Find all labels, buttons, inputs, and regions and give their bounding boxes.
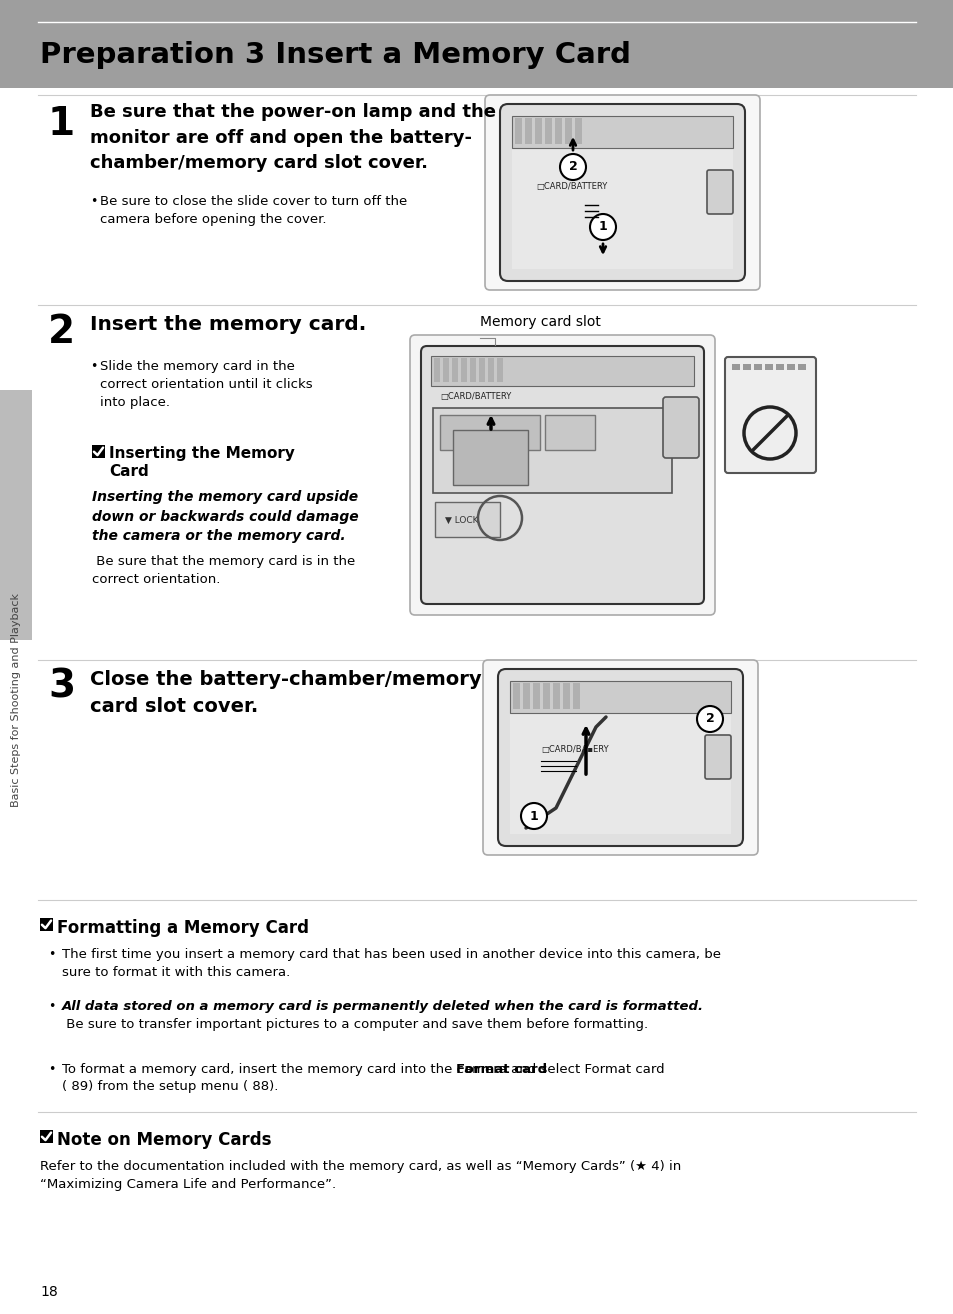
Bar: [460, 357, 467, 382]
Bar: [40, 918, 53, 932]
Bar: [555, 118, 561, 145]
Bar: [797, 364, 805, 371]
Bar: [535, 118, 541, 145]
Text: Format card: Format card: [456, 1063, 546, 1076]
FancyBboxPatch shape: [410, 335, 714, 615]
Text: 1: 1: [598, 221, 607, 234]
FancyBboxPatch shape: [662, 397, 699, 459]
Text: Note on Memory Cards: Note on Memory Cards: [57, 1131, 272, 1148]
Bar: [731, 364, 740, 371]
Bar: [91, 445, 105, 459]
Bar: [439, 415, 539, 449]
Text: Memory card slot: Memory card slot: [479, 315, 600, 328]
Bar: [435, 502, 499, 537]
FancyBboxPatch shape: [704, 735, 730, 779]
Text: •: •: [48, 947, 55, 961]
Bar: [533, 683, 539, 710]
FancyBboxPatch shape: [420, 346, 703, 604]
Bar: [510, 714, 730, 834]
Text: Basic Steps for Shooting and Playback: Basic Steps for Shooting and Playback: [11, 593, 21, 807]
Text: 2: 2: [568, 160, 577, 173]
FancyBboxPatch shape: [497, 669, 742, 846]
FancyBboxPatch shape: [706, 170, 732, 214]
Text: ( 89) from the setup menu ( 88).: ( 89) from the setup menu ( 88).: [62, 1080, 278, 1093]
Text: To format a memory card, insert the memory card into the camera and select Forma: To format a memory card, insert the memo…: [62, 1063, 664, 1076]
Bar: [553, 683, 559, 710]
Bar: [512, 148, 732, 269]
Text: The first time you insert a memory card that has been used in another device int: The first time you insert a memory card …: [62, 947, 720, 979]
Bar: [524, 118, 532, 145]
Bar: [497, 357, 502, 382]
Text: Inserting the Memory: Inserting the Memory: [109, 445, 294, 461]
Text: 2: 2: [48, 313, 75, 351]
Text: Refer to the documentation included with the memory card, as well as “Memory Car: Refer to the documentation included with…: [40, 1160, 680, 1190]
Bar: [452, 357, 457, 382]
Circle shape: [559, 154, 585, 180]
Bar: [522, 683, 530, 710]
Text: 1: 1: [48, 105, 75, 143]
Bar: [575, 118, 581, 145]
Circle shape: [520, 803, 546, 829]
Bar: [544, 415, 595, 449]
Text: Be sure to transfer important pictures to a computer and save them before format: Be sure to transfer important pictures t…: [62, 1018, 647, 1031]
Bar: [544, 118, 552, 145]
Bar: [470, 357, 476, 382]
FancyBboxPatch shape: [724, 357, 815, 473]
Bar: [786, 364, 794, 371]
Bar: [433, 409, 671, 493]
Circle shape: [589, 214, 616, 240]
Text: Insert the memory card.: Insert the memory card.: [90, 315, 366, 334]
Text: •: •: [90, 360, 97, 373]
Bar: [513, 683, 519, 710]
Bar: [488, 357, 494, 382]
Text: 2: 2: [705, 712, 714, 725]
Bar: [564, 118, 572, 145]
Text: •: •: [48, 1063, 55, 1076]
Text: 18: 18: [40, 1285, 58, 1300]
Text: Preparation 3 Insert a Memory Card: Preparation 3 Insert a Memory Card: [40, 41, 630, 70]
Text: Close the battery-chamber/memory
card slot cover.: Close the battery-chamber/memory card sl…: [90, 670, 481, 716]
Bar: [573, 683, 579, 710]
Text: Slide the memory card in the
correct orientation until it clicks
into place.: Slide the memory card in the correct ori…: [100, 360, 313, 409]
Text: •: •: [90, 194, 97, 208]
Bar: [775, 364, 783, 371]
Bar: [764, 364, 772, 371]
Text: All data stored on a memory card is permanently deleted when the card is formatt: All data stored on a memory card is perm…: [62, 1000, 703, 1013]
Text: 1: 1: [529, 809, 537, 823]
Bar: [515, 118, 521, 145]
Bar: [562, 683, 569, 710]
Text: □CARD/BATTERY: □CARD/BATTERY: [439, 392, 511, 401]
Bar: [512, 116, 732, 148]
Text: □CARD/BATTERY: □CARD/BATTERY: [536, 183, 607, 191]
FancyBboxPatch shape: [499, 104, 744, 281]
Bar: [510, 681, 730, 714]
Bar: [0, 0, 953, 88]
Bar: [478, 357, 484, 382]
Bar: [0, 390, 32, 640]
Text: •: •: [48, 1000, 55, 1013]
Text: Formatting a Memory Card: Formatting a Memory Card: [57, 918, 309, 937]
Text: 3: 3: [48, 668, 75, 706]
Bar: [434, 357, 439, 382]
Bar: [742, 364, 750, 371]
Text: Inserting the memory card upside
down or backwards could damage
the camera or th: Inserting the memory card upside down or…: [91, 490, 358, 543]
Text: Be sure that the memory card is in the
correct orientation.: Be sure that the memory card is in the c…: [91, 555, 355, 586]
Text: Card: Card: [109, 464, 149, 480]
FancyBboxPatch shape: [482, 660, 758, 855]
Bar: [40, 1130, 53, 1143]
Text: ▼ LOCK: ▼ LOCK: [444, 515, 478, 524]
Text: □CARD/BA▪ERY: □CARD/BA▪ERY: [540, 745, 608, 754]
Text: Be sure that the power-on lamp and the
monitor are off and open the battery-
cha: Be sure that the power-on lamp and the m…: [90, 102, 496, 172]
Bar: [753, 364, 761, 371]
Bar: [542, 683, 550, 710]
Circle shape: [697, 706, 722, 732]
Text: Be sure to close the slide cover to turn off the
camera before opening the cover: Be sure to close the slide cover to turn…: [100, 194, 407, 226]
Bar: [453, 430, 527, 485]
Bar: [442, 357, 449, 382]
Bar: [431, 356, 693, 386]
FancyBboxPatch shape: [484, 95, 760, 290]
